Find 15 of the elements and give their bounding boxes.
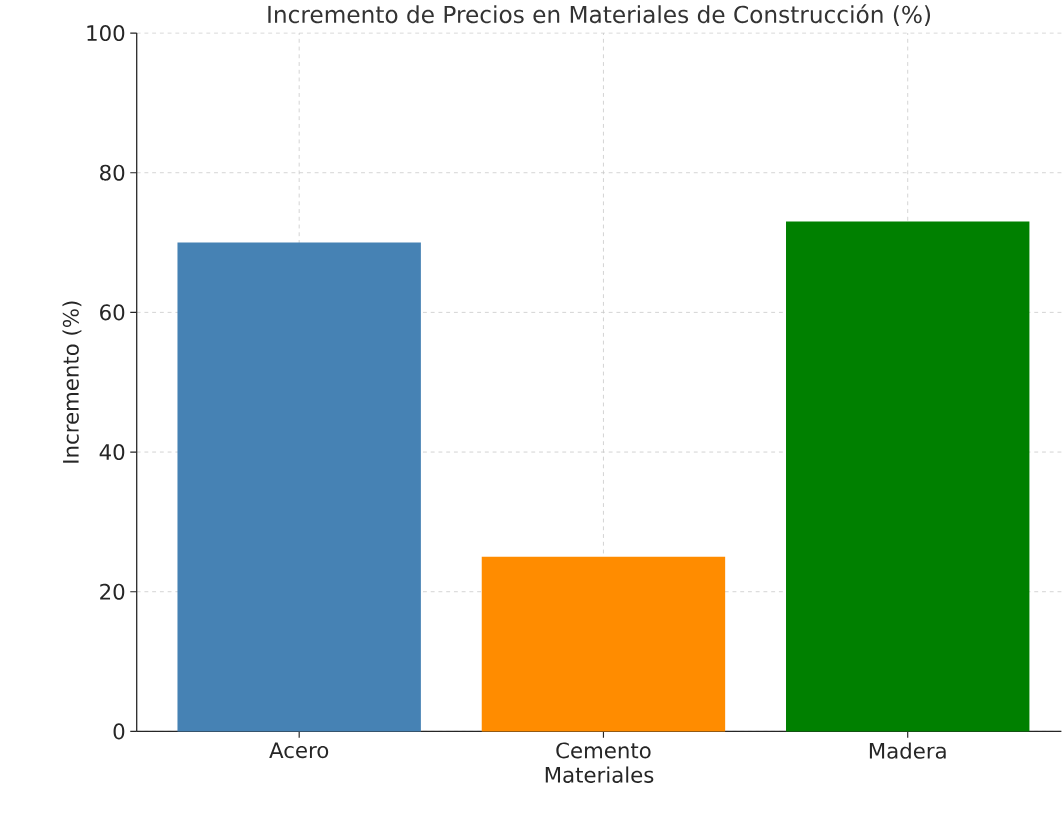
bar (786, 221, 1030, 732)
bar (177, 242, 421, 732)
y-axis-title: Incremento (%) (62, 301, 82, 463)
chart-title: Incremento de Precios en Materiales de Construcción (%) (268, 4, 931, 26)
x-tick-label: Acero (269, 742, 329, 759)
x-tick-label: Cemento (556, 742, 651, 759)
y-tick-label: 40 (99, 444, 125, 461)
bar (481, 556, 726, 732)
y-tick-label: 60 (100, 304, 125, 321)
y-tick-label: 80 (100, 164, 125, 181)
x-tick-label: Madera (869, 742, 946, 759)
y-tick-label: 100 (87, 25, 125, 42)
x-axis-title: Materiales (545, 766, 654, 783)
y-tick-label: 20 (100, 583, 125, 600)
y-tick-label: 0 (113, 723, 125, 740)
